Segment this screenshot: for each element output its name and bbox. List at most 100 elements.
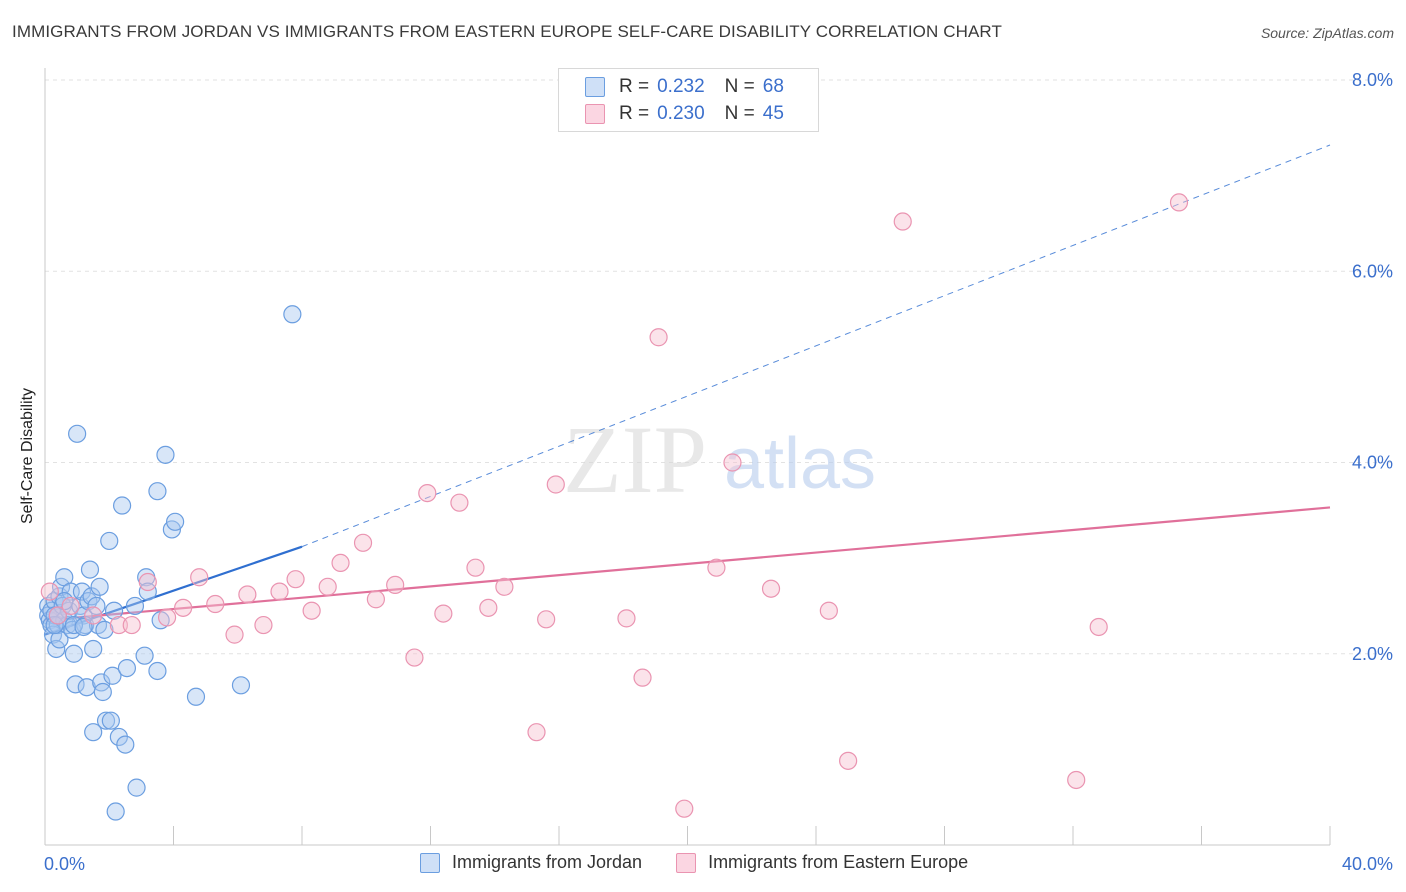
- data-point-jordan: [138, 582, 157, 601]
- legend-label-eastern-europe: Immigrants from Eastern Europe: [708, 852, 969, 872]
- data-point-jordan: [166, 512, 185, 531]
- data-point-eastern-europe: [649, 328, 668, 347]
- data-point-eastern-europe: [302, 601, 321, 620]
- data-point-eastern-europe: [40, 582, 59, 601]
- data-point-eastern-europe: [723, 453, 742, 472]
- legend-label-jordan: Immigrants from Jordan: [452, 852, 643, 872]
- legend-swatch-jordan: [420, 852, 440, 873]
- data-point-eastern-europe: [254, 615, 273, 635]
- data-point-jordan: [66, 675, 85, 694]
- data-point-jordan: [84, 723, 103, 742]
- trend-line-eastern-europe: [44, 506, 1331, 622]
- data-point-jordan: [47, 639, 66, 659]
- data-point-eastern-europe: [527, 723, 546, 742]
- data-point-eastern-europe: [174, 598, 193, 617]
- data-point-eastern-europe: [386, 575, 405, 595]
- data-point-eastern-europe: [331, 553, 350, 573]
- data-point-eastern-europe: [707, 558, 726, 577]
- data-point-eastern-europe: [270, 582, 289, 601]
- data-point-jordan: [112, 496, 132, 515]
- data-point-eastern-europe: [495, 577, 514, 596]
- x-tick-label-min: 0.0%: [44, 854, 85, 874]
- legend-swatch-eastern-europe: [676, 852, 697, 873]
- data-point-jordan: [148, 661, 167, 681]
- data-point-jordan: [186, 687, 206, 706]
- legend-r-value: 0.232: [657, 76, 705, 97]
- source-credit: Source: ZipAtlas.com: [1260, 25, 1394, 41]
- data-point-jordan: [103, 666, 122, 685]
- data-point-eastern-europe: [225, 625, 244, 644]
- data-point-jordan: [101, 711, 120, 730]
- data-point-jordan: [96, 711, 116, 730]
- data-point-eastern-europe: [893, 212, 912, 231]
- data-point-jordan: [283, 305, 302, 324]
- x-tick-label-max: 40.0%: [1342, 854, 1393, 874]
- data-point-jordan: [80, 560, 100, 579]
- data-point-eastern-europe: [157, 608, 177, 627]
- legend-item-jordan[interactable]: Immigrants from Jordan: [420, 852, 642, 873]
- data-point-eastern-europe: [1067, 770, 1086, 790]
- legend-item-eastern-europe[interactable]: Immigrants from Eastern Europe: [676, 852, 968, 873]
- data-point-jordan: [117, 658, 137, 678]
- data-point-jordan: [100, 531, 119, 551]
- data-point-eastern-europe: [633, 668, 652, 687]
- data-point-eastern-europe: [1089, 617, 1108, 637]
- data-point-eastern-europe: [839, 751, 858, 770]
- data-point-eastern-europe: [109, 615, 128, 635]
- data-point-jordan: [72, 582, 92, 601]
- data-point-jordan: [64, 644, 84, 663]
- data-point-eastern-europe: [546, 475, 565, 494]
- data-point-jordan: [50, 630, 69, 649]
- data-point-jordan: [135, 646, 154, 665]
- legend-n-label: N =: [724, 76, 755, 97]
- data-points: [39, 193, 1189, 821]
- data-point-eastern-europe: [675, 799, 694, 818]
- data-point-jordan: [231, 676, 251, 695]
- data-point-eastern-europe: [479, 598, 498, 617]
- y-tick-label: 6.0%: [1352, 261, 1393, 281]
- data-point-jordan: [90, 577, 109, 596]
- data-point-eastern-europe: [761, 579, 781, 598]
- y-tick-label: 8.0%: [1352, 70, 1393, 90]
- data-point-eastern-europe: [48, 606, 67, 625]
- data-point-eastern-europe: [405, 648, 424, 667]
- legend-row-jordan: R = 0.232 N = 68: [585, 74, 784, 100]
- data-point-eastern-europe: [318, 577, 337, 596]
- watermark-atlas: atlas: [724, 424, 876, 504]
- trend-line-jordan-extension: [301, 144, 1331, 548]
- y-tick-label: 4.0%: [1352, 453, 1393, 473]
- legend-swatch-eastern-europe: [585, 104, 605, 124]
- data-point-eastern-europe: [138, 572, 157, 592]
- legend-r-label: R =: [619, 76, 650, 97]
- legend-r-value: 0.230: [657, 103, 705, 124]
- data-point-jordan: [127, 778, 146, 797]
- trend-lines: [44, 144, 1331, 636]
- tick-labels: 2.0% 4.0% 6.0% 8.0% 0.0% 40.0%: [44, 70, 1393, 874]
- data-point-jordan: [68, 424, 87, 443]
- data-point-eastern-europe: [206, 594, 225, 614]
- data-point-jordan: [156, 445, 175, 464]
- data-point-eastern-europe: [450, 493, 469, 512]
- legend-n-value: 45: [762, 103, 784, 124]
- data-point-eastern-europe: [617, 609, 636, 628]
- data-point-jordan: [95, 620, 114, 639]
- watermark-zip: ZIP: [563, 406, 707, 513]
- data-point-jordan: [104, 601, 124, 620]
- series-legend: Immigrants from Jordan Immigrants from E…: [420, 852, 1002, 873]
- data-point-jordan: [116, 735, 135, 754]
- data-point-eastern-europe: [84, 606, 103, 625]
- legend-r-label: R =: [619, 103, 650, 124]
- data-point-jordan: [87, 596, 106, 616]
- data-point-jordan: [93, 682, 112, 702]
- data-point-jordan: [51, 577, 71, 596]
- legend-row-eastern-europe: R = 0.230 N = 45: [585, 101, 784, 127]
- data-point-eastern-europe: [238, 585, 257, 604]
- data-point-jordan: [45, 615, 64, 635]
- legend-n-label: N =: [724, 103, 755, 124]
- data-point-eastern-europe: [434, 604, 453, 623]
- data-point-jordan: [106, 802, 125, 821]
- watermark: ZIP atlas: [563, 406, 876, 513]
- data-point-jordan: [84, 639, 103, 659]
- data-point-eastern-europe: [366, 590, 385, 609]
- legend-n-value: 68: [762, 76, 784, 97]
